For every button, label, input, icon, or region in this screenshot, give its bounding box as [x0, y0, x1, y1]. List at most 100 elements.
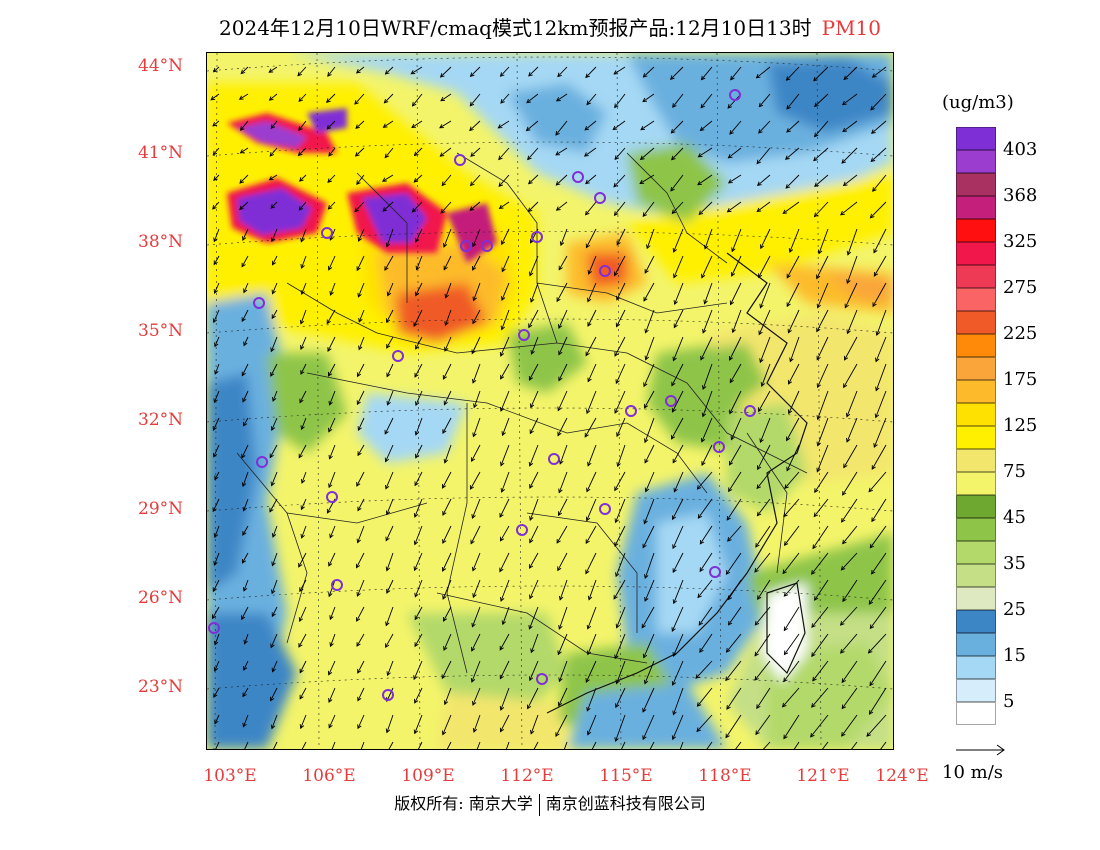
wind-arrowhead — [472, 432, 477, 438]
wind-arrowhead — [270, 124, 276, 130]
wind-arrowhead — [414, 642, 419, 648]
wind-arrow — [672, 633, 684, 657]
wind-arrowhead — [355, 69, 361, 74]
wind-arrow — [875, 390, 887, 418]
wind-arrowhead — [528, 461, 534, 467]
wind-arrow — [500, 363, 510, 380]
wind-arrow — [729, 120, 742, 135]
wind-arrow — [444, 309, 452, 326]
wind-arrowhead — [783, 626, 789, 632]
wind-arrowhead — [528, 624, 533, 630]
wind-arrowhead — [787, 379, 793, 385]
wind-arrowhead — [672, 568, 677, 574]
legend-swatch — [956, 426, 996, 449]
wind-arrowhead — [329, 290, 334, 296]
wind-arrow — [672, 444, 684, 463]
legend-swatch — [956, 150, 996, 173]
wind-arrowhead — [726, 705, 731, 710]
wind-arrowhead — [730, 271, 736, 277]
wind-arrowhead — [356, 642, 361, 647]
wind-arrowhead — [842, 490, 847, 496]
wind-arrow — [811, 552, 829, 575]
wind-arrowhead — [871, 569, 876, 575]
wind-arrowhead — [754, 568, 759, 573]
wind-arrow — [328, 255, 336, 271]
lat-label-26: 26°N — [138, 588, 184, 608]
legend-swatch — [956, 518, 996, 541]
wind-arrowhead — [471, 566, 477, 572]
wind-arrowhead — [413, 540, 419, 546]
wind-arrow — [587, 633, 597, 655]
wind-arrow — [212, 201, 220, 210]
wind-arrow — [356, 471, 365, 487]
wind-arrow — [530, 390, 539, 408]
wind-arrowhead — [587, 321, 592, 327]
wind-arrow — [328, 471, 336, 488]
legend-label: 225 — [1003, 323, 1038, 344]
wind-arrow — [212, 147, 220, 155]
wind-arrowhead — [471, 457, 476, 463]
wind-arrowhead — [242, 530, 247, 536]
wind-arrowhead — [472, 242, 477, 248]
wind-arrowhead — [873, 248, 878, 254]
wind-arrow — [469, 120, 481, 131]
wind-arrowhead — [326, 319, 331, 325]
wind-arrow — [558, 309, 568, 329]
wind-arrowhead — [386, 372, 391, 378]
wind-arrow — [868, 471, 887, 492]
wind-arrow — [818, 228, 829, 254]
wind-arrow — [500, 525, 510, 542]
wind-arrow — [816, 444, 829, 472]
wind-arrowhead — [585, 351, 590, 357]
wind-arrowhead — [386, 400, 391, 406]
wind-arrow — [670, 66, 684, 80]
pollutant-label: PM10 — [821, 16, 881, 40]
wind-arrow — [439, 120, 452, 129]
wind-arrowhead — [241, 371, 246, 377]
wind-arrow — [471, 444, 481, 462]
wind-arrowhead — [268, 176, 274, 181]
wind-arrow — [472, 687, 481, 706]
wind-arrow — [726, 498, 742, 521]
wind-arrowhead — [383, 98, 389, 104]
wind-arrow — [728, 471, 742, 492]
wind-arrowhead — [555, 206, 561, 211]
wind-arrow — [814, 120, 829, 137]
wind-arrowhead — [755, 73, 761, 79]
wind-arrowhead — [585, 210, 590, 216]
wind-arrowhead — [213, 260, 218, 266]
wind-arrow — [615, 552, 626, 577]
wind-arrowhead — [756, 207, 762, 213]
wind-arrow — [585, 336, 597, 356]
wind-arrow — [759, 417, 771, 443]
legend-label: 45 — [1003, 507, 1026, 528]
wind-arrow — [243, 660, 249, 671]
wind-arrowhead — [326, 508, 332, 514]
wind-arrowhead — [444, 321, 449, 326]
wind-arrow — [727, 201, 742, 213]
wind-arrow — [358, 228, 365, 242]
wind-arrowhead — [756, 704, 761, 710]
wind-arrow — [411, 120, 423, 128]
wind-arrow — [671, 201, 684, 214]
wind-arrow — [699, 525, 713, 545]
wind-arrow — [300, 228, 307, 242]
wind-arrowhead — [238, 95, 244, 100]
wind-arrowhead — [754, 676, 759, 681]
wind-arrowhead — [213, 666, 219, 672]
wind-arrow — [644, 390, 655, 409]
wind-arrow — [272, 255, 278, 266]
wind-arrowhead — [356, 591, 361, 597]
wind-arrow — [755, 714, 771, 735]
wind-arrow — [328, 660, 336, 675]
wind-arrowhead — [585, 539, 590, 545]
wind-arrow — [729, 390, 742, 414]
wind-arrowhead — [642, 212, 647, 218]
wind-arrowhead — [875, 386, 880, 392]
wind-arrow — [840, 201, 858, 216]
wind-arrow — [785, 174, 800, 189]
wind-arrow — [241, 255, 249, 267]
wind-arrow — [787, 309, 800, 333]
wind-arrow — [814, 201, 829, 217]
wind-arrow — [418, 741, 423, 749]
